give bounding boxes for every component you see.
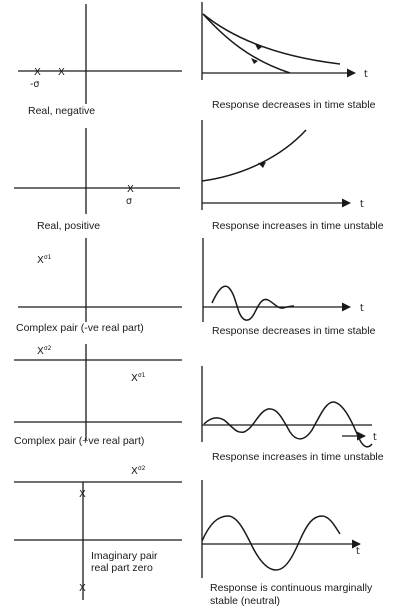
time-axis-label: t: [360, 199, 364, 210]
row-4-response-label: Response increases in time unstable: [212, 451, 384, 463]
row-5-pole-label-line1: Imaginary pair: [91, 550, 158, 562]
row-1-pole-label: Real, negative: [28, 105, 95, 117]
row-4-pole-label: Complex pair (+ve real part): [14, 435, 144, 447]
row-2-pole-label: Real, positive: [37, 220, 100, 232]
row-3-pole-plot: Xσ1: [18, 238, 182, 322]
pole-marker: X: [79, 583, 86, 594]
pole-marker: X: [58, 67, 65, 78]
pole-marker: X: [79, 489, 86, 500]
time-axis-label: t: [364, 69, 368, 80]
time-axis-label: t: [356, 546, 360, 557]
row-2-response-plot: t: [201, 120, 364, 210]
row-5-response-label-line1: Response is continuous marginally: [210, 582, 373, 594]
direction-arrow: [251, 58, 258, 64]
time-axis-label: t: [373, 432, 377, 443]
growing-oscillation-curve: [203, 401, 373, 448]
damped-oscillation-curve: [211, 285, 295, 321]
response-curve: [201, 129, 307, 182]
row-2-pole-plot: X σ: [14, 128, 180, 214]
row-5-pole-label-line2: real part zero: [91, 562, 153, 574]
row-3-response-label: Response decreases in time stable: [212, 325, 376, 337]
pole-marker: Xσ2: [37, 345, 52, 357]
sigma-label: σ: [126, 196, 132, 207]
pole-marker: Xσ1: [37, 254, 52, 266]
direction-arrow: [258, 162, 266, 168]
row-4-response-plot: t: [201, 366, 377, 448]
sustained-oscillation-curve: [201, 515, 341, 571]
row-2-response-label: Response increases in time unstable: [212, 220, 384, 232]
pole-marker: X: [127, 184, 134, 195]
response-curve-fast: [202, 13, 291, 74]
row-1-response-label: Response decreases in time stable: [212, 99, 376, 111]
neg-sigma-label: -σ: [30, 79, 39, 90]
direction-arrow: [255, 44, 262, 50]
row-1-response-plot: t: [201, 2, 368, 80]
row-3-pole-label: Complex pair (-ve real part): [16, 322, 144, 334]
pole-marker: Xσ1: [131, 372, 146, 384]
row-1-pole-plot: X X -σ: [18, 4, 182, 104]
row-5-response-plot: t: [201, 480, 361, 578]
row-4-pole-plot: Xσ2 Xσ1: [14, 344, 182, 440]
pole-marker: Xσ2: [131, 465, 146, 477]
time-axis-label: t: [360, 303, 364, 314]
row-5-response-label-line2: stable (neutral): [210, 595, 280, 607]
response-curve-slow: [202, 13, 341, 65]
pole-marker: X: [34, 67, 41, 78]
row-3-response-plot: t: [202, 238, 364, 322]
row-5-pole-plot: X X Xσ2: [14, 465, 182, 600]
